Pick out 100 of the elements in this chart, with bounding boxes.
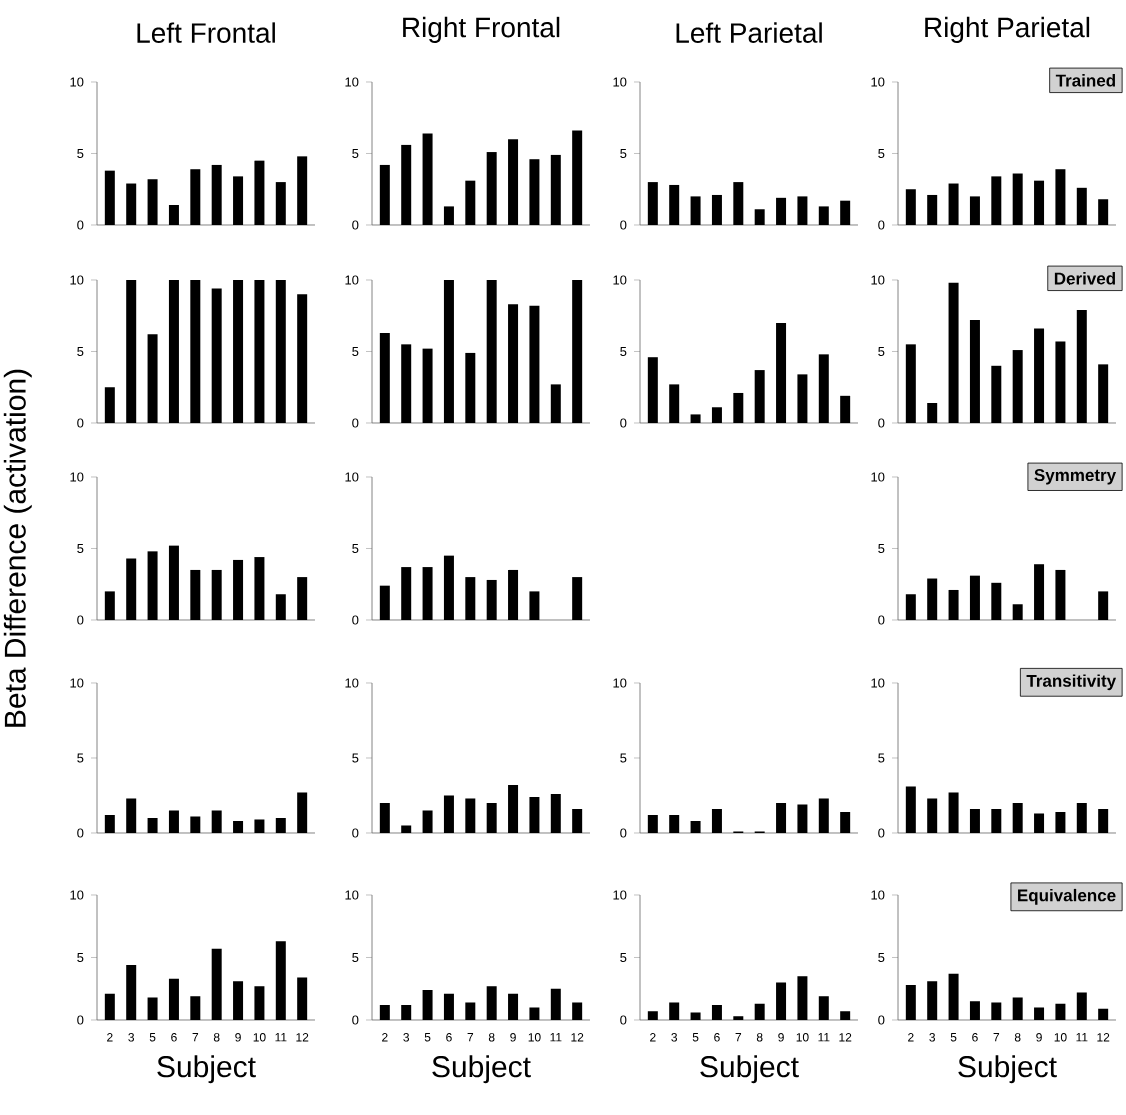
bar	[529, 159, 540, 225]
bar	[443, 993, 454, 1020]
y-tick-label: 10	[871, 275, 885, 285]
bar	[168, 810, 179, 833]
bar	[147, 334, 158, 423]
bar	[190, 569, 201, 620]
y-tick-label: 0	[352, 418, 359, 428]
x-tick-label: 11	[1076, 1033, 1088, 1042]
bar	[379, 585, 390, 620]
y-tick-label: 5	[878, 346, 885, 357]
y-tick-label: 0	[352, 220, 359, 230]
y-tick-label: 5	[878, 753, 885, 763]
y-tick-label: 0	[77, 828, 84, 838]
x-tick-label: 2	[908, 1033, 914, 1042]
bar	[297, 792, 308, 833]
bar	[797, 196, 808, 225]
x-tick-label: 5	[950, 1033, 957, 1042]
x-tick-label: 2	[382, 1033, 388, 1042]
bar	[991, 365, 1002, 423]
bar	[969, 808, 980, 833]
bar	[927, 578, 938, 620]
bar	[233, 981, 244, 1020]
y-tick-label: 5	[352, 543, 359, 554]
bar	[104, 814, 115, 833]
bar	[647, 182, 658, 225]
y-tick-label: 0	[77, 220, 84, 230]
x-tick-label: 6	[714, 1033, 720, 1042]
bar	[1012, 173, 1023, 225]
x-tick-label: 7	[735, 1033, 742, 1042]
y-tick-label: 5	[352, 346, 359, 357]
bar	[1055, 341, 1066, 423]
bar	[233, 559, 244, 620]
y-tick-label: 5	[77, 148, 84, 159]
y-tick-label: 0	[620, 828, 627, 838]
bar	[1034, 564, 1045, 620]
bar	[1034, 1007, 1045, 1020]
bar	[711, 407, 722, 423]
bar	[550, 384, 561, 423]
y-tick-label: 0	[352, 828, 359, 838]
bar	[733, 1016, 744, 1020]
bar	[927, 798, 938, 833]
bar	[1034, 180, 1045, 225]
bar	[422, 810, 433, 833]
bar	[572, 279, 583, 423]
bar	[669, 384, 680, 423]
bar	[647, 814, 658, 833]
bar	[1055, 1003, 1066, 1020]
y-tick-label: 0	[878, 1015, 885, 1025]
bar	[840, 200, 851, 225]
bar	[1012, 350, 1023, 423]
bar	[776, 982, 787, 1020]
bar	[168, 978, 179, 1020]
bar	[233, 820, 244, 833]
bar	[486, 802, 497, 833]
x-tick-label: 6	[972, 1033, 978, 1042]
bar	[754, 370, 765, 423]
y-tick-label: 5	[77, 543, 84, 554]
y-tick-label: 10	[345, 472, 359, 482]
x-tick-label: 7	[993, 1033, 1000, 1042]
bar	[275, 182, 286, 225]
bar	[104, 591, 115, 620]
bar	[104, 993, 115, 1020]
y-tick-label: 10	[70, 275, 84, 285]
y-tick-label: 10	[345, 678, 359, 688]
bar	[168, 545, 179, 620]
y-tick-label: 5	[878, 543, 885, 554]
bar	[948, 282, 959, 423]
bar	[211, 948, 222, 1020]
bar	[275, 594, 286, 620]
bar	[486, 579, 497, 620]
bar	[905, 344, 916, 423]
y-tick-label: 0	[352, 615, 359, 625]
bar	[379, 802, 390, 833]
bar	[422, 133, 433, 225]
bar	[529, 1007, 540, 1020]
chart-title: Right Frontal	[403, 16, 560, 43]
bar	[1098, 364, 1109, 423]
bar	[1055, 169, 1066, 225]
x-axis-title: Subject	[432, 1055, 531, 1084]
bar	[211, 569, 222, 620]
bar	[733, 392, 744, 423]
x-tick-label: 3	[128, 1033, 135, 1042]
y-axis-title: Beta Difference (activation)	[3, 369, 32, 727]
bar	[211, 164, 222, 225]
bar	[690, 1012, 701, 1020]
x-tick-label: 6	[171, 1033, 177, 1042]
y-tick-label: 10	[871, 77, 885, 87]
bar	[422, 348, 433, 423]
y-tick-label: 5	[77, 346, 84, 357]
bar	[1076, 187, 1087, 225]
bar	[529, 591, 540, 620]
bar	[529, 305, 540, 423]
y-tick-label: 5	[878, 148, 885, 159]
bar	[126, 558, 137, 620]
y-tick-label: 10	[70, 890, 84, 900]
bar	[550, 154, 561, 225]
x-tick-label: 10	[253, 1033, 266, 1042]
y-tick-label: 0	[77, 418, 84, 428]
bar	[669, 1002, 680, 1020]
bar	[733, 182, 744, 225]
